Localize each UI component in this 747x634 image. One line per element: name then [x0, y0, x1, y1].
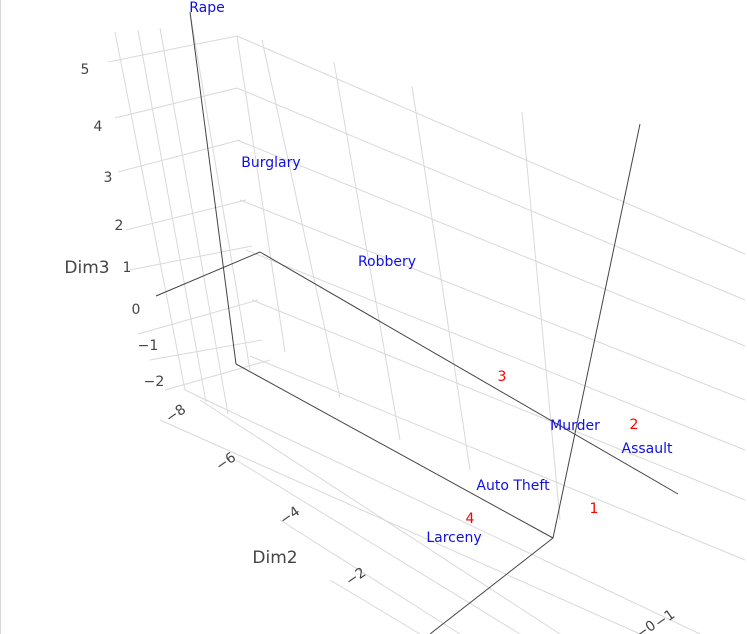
- grid-line: [107, 35, 238, 63]
- z-tick-label: 0: [132, 302, 141, 318]
- z-axis-title: Dim3: [64, 258, 109, 278]
- y-tick-label: −2: [343, 565, 369, 590]
- grid-line: [333, 61, 401, 441]
- variable-label: Assault: [622, 441, 674, 457]
- axis-line: [155, 251, 261, 297]
- variable-label: Larceny: [426, 530, 481, 546]
- grid-line: [236, 35, 286, 353]
- x-axis-line: [552, 123, 641, 539]
- grid-line: [125, 199, 247, 231]
- grid-line: [114, 87, 238, 119]
- grid-line: [164, 359, 271, 391]
- observation-label: 4: [466, 511, 475, 527]
- grid-line: [239, 199, 746, 401]
- grid-line: [261, 39, 341, 399]
- grid-lines: [107, 11, 746, 634]
- point-labels: Rape Burglary Robbery Murder Assault Auto The…: [189, 0, 673, 546]
- y-axis-line: [235, 363, 554, 539]
- grid-line: [149, 339, 263, 361]
- grid-line: [279, 519, 461, 634]
- grid-line: [137, 29, 207, 403]
- grid-line: [411, 85, 471, 471]
- grid-line: [329, 579, 421, 634]
- grid-line: [236, 87, 746, 301]
- variable-label: Auto Theft: [476, 478, 550, 494]
- axis-line: [259, 251, 679, 495]
- z-axis-line: [189, 11, 237, 365]
- z-tick-label: 3: [104, 170, 113, 186]
- grid-line: [159, 419, 641, 634]
- grid-line: [236, 139, 746, 347]
- z-tick-label: 2: [115, 218, 124, 234]
- variable-label: Rape: [189, 0, 225, 16]
- plot-left-border: [0, 0, 1, 634]
- grid-line: [235, 459, 521, 634]
- grid-line: [236, 35, 746, 255]
- z-tick-label: 5: [81, 62, 90, 78]
- axis-line: [429, 537, 554, 634]
- y-tick-label: −4: [277, 503, 303, 528]
- grid-line: [199, 399, 561, 634]
- variable-label: Murder: [550, 418, 600, 434]
- z-tick-label: 1: [123, 260, 132, 276]
- grid-line: [249, 355, 746, 561]
- grid-line: [129, 245, 253, 271]
- grid-line: [114, 31, 186, 391]
- grid-line: [159, 27, 229, 415]
- observation-label: 3: [498, 369, 507, 385]
- axis-titles: Dim3 Dim2: [64, 258, 297, 568]
- axis-lines: [155, 11, 679, 634]
- z-tick-label: −2: [144, 374, 165, 390]
- z-tick-label: 4: [94, 119, 103, 135]
- grid-line: [184, 389, 701, 634]
- grid-line: [521, 111, 561, 521]
- grid-line: [137, 299, 259, 335]
- variable-label: Robbery: [358, 254, 416, 270]
- grid-line: [189, 11, 251, 371]
- grid-line: [245, 249, 746, 451]
- grid-line: [251, 299, 746, 501]
- z-tick-label: −1: [138, 338, 159, 354]
- variable-label: Burglary: [241, 155, 300, 171]
- observation-label: 2: [630, 417, 639, 433]
- observation-label: 1: [590, 501, 599, 517]
- y-axis-title: Dim2: [252, 548, 297, 568]
- grid-line: [117, 139, 241, 173]
